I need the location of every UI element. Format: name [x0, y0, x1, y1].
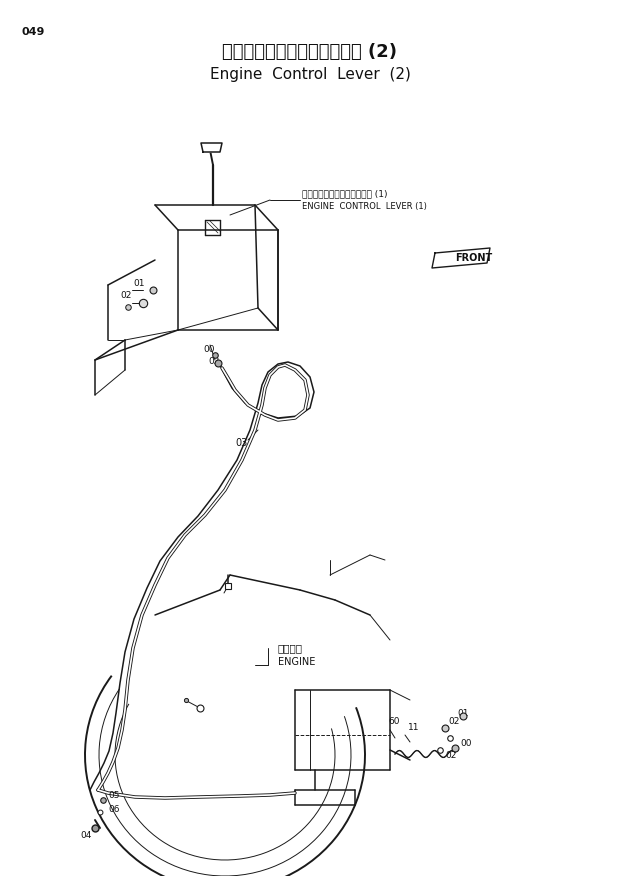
Text: Engine  Control  Lever  (2): Engine Control Lever (2)	[210, 67, 410, 81]
Text: 03: 03	[235, 438, 247, 448]
Text: 06: 06	[108, 804, 120, 814]
Text: 04: 04	[80, 830, 91, 839]
Text: エンジンコントロールレバー (1): エンジンコントロールレバー (1)	[302, 189, 388, 199]
Text: ENGINE  CONTROL  LEVER (1): ENGINE CONTROL LEVER (1)	[302, 202, 427, 211]
Text: 00: 00	[203, 345, 215, 355]
Text: 60: 60	[388, 717, 399, 726]
Text: 02: 02	[120, 292, 131, 300]
Text: ENGINE: ENGINE	[278, 657, 316, 667]
Text: エンジンコントロールレバー (2): エンジンコントロールレバー (2)	[223, 43, 397, 61]
Text: 01: 01	[133, 279, 144, 287]
Text: 11: 11	[408, 724, 420, 732]
Polygon shape	[201, 143, 222, 152]
Text: 01: 01	[457, 710, 469, 718]
Text: 02: 02	[445, 752, 456, 760]
Text: 049: 049	[22, 27, 45, 37]
Text: FRONT: FRONT	[455, 253, 492, 263]
Polygon shape	[432, 248, 490, 268]
Text: 05: 05	[108, 792, 120, 801]
Text: エンジン: エンジン	[278, 643, 303, 653]
Text: 00: 00	[460, 738, 471, 747]
Text: 02: 02	[448, 717, 459, 725]
Text: 02: 02	[208, 357, 219, 366]
